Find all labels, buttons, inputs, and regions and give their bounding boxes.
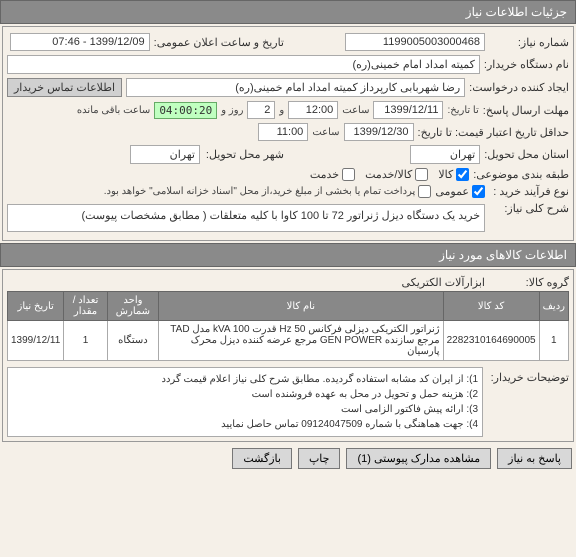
group-value: ابزارآلات الکتریکی (402, 276, 485, 289)
category-goods-input[interactable] (456, 168, 469, 181)
countdown-timer: 04:00:20 (154, 102, 217, 119)
price-validity-date-field: 1399/12/30 (344, 123, 414, 141)
delivery-city-field: تهران (130, 145, 200, 164)
need-number-label: شماره نیاز: (489, 36, 569, 49)
creator-field: رضا شهربابی کارپرداز کمیته امداد امام خم… (126, 78, 465, 97)
announce-field: 1399/12/09 - 07:46 (10, 33, 150, 51)
items-header: اطلاعات کالاهای مورد نیاز (0, 243, 576, 267)
process-public-input[interactable] (472, 185, 485, 198)
process-note-input[interactable] (418, 185, 431, 198)
cell-code: 2282310164690005 (443, 321, 539, 361)
buyer-notes-label: توضیحات خریدار: (489, 367, 569, 384)
timer-after-label: ساعت باقی مانده (77, 105, 150, 116)
back-button[interactable]: بازگشت (232, 448, 292, 469)
note-line: 3): ارائه پیش فاکتور الزامی است (12, 402, 478, 417)
process-public-checkbox[interactable]: عمومی (435, 185, 485, 198)
deadline-hour-field: 12:00 (288, 101, 338, 119)
category-label: طبقه بندی موضوعی: (473, 168, 569, 181)
items-section: گروه کالا: ابزارآلات الکتریکی ردیف کد کا… (2, 269, 574, 442)
items-header-title: اطلاعات کالاهای مورد نیاز (439, 248, 567, 262)
col-date: تاریخ نیاز (8, 292, 64, 321)
desc-field: خرید یک دستگاه دیزل ژنراتور 72 تا 100 کا… (7, 204, 485, 232)
col-qty: تعداد / مقدار (64, 292, 107, 321)
desc-label: شرح کلی نیاز: (489, 202, 569, 215)
delivery-province-field: تهران (410, 145, 480, 164)
category-goods-service-input[interactable] (415, 168, 428, 181)
days-after-label: روز و (221, 105, 243, 116)
creator-label: ایجاد کننده درخواست: (469, 81, 569, 94)
col-row: ردیف (539, 292, 568, 321)
need-info-section: شماره نیاز: 1199005003000468 تاریخ و ساع… (2, 26, 574, 241)
cell-row: 1 (539, 321, 568, 361)
days-sep: و (279, 105, 284, 116)
category-goods-service-checkbox[interactable]: کالا/خدمت (365, 168, 428, 181)
group-label: گروه کالا: (489, 276, 569, 289)
price-validity-hour-field: 11:00 (258, 123, 308, 141)
cell-date: 1399/12/11 (8, 321, 64, 361)
cell-qty: 1 (64, 321, 107, 361)
need-number-field: 1199005003000468 (345, 33, 485, 51)
delivery-province-label: استان محل تحویل: (484, 148, 569, 161)
process-label: نوع فرآیند خرید : (489, 185, 569, 198)
button-bar: پاسخ به نیاز مشاهده مدارک پیوستی (1) چاپ… (0, 444, 576, 473)
category-service-input[interactable] (342, 168, 355, 181)
deadline-to-label: تا تاریخ: (447, 105, 478, 116)
note-line: 4): جهت هماهنگی با شماره 09124047509 تما… (12, 417, 478, 432)
buyer-org-label: نام دستگاه خریدار: (484, 58, 569, 71)
buyer-org-field: کمیته امداد امام خمینی(ره) (7, 55, 480, 74)
items-table: ردیف کد کالا نام کالا واحد شمارش تعداد /… (7, 291, 569, 361)
reply-button[interactable]: پاسخ به نیاز (497, 448, 572, 469)
cell-unit: دستگاه (107, 321, 158, 361)
category-service-checkbox[interactable]: خدمت (310, 168, 355, 181)
price-validity-hour-label: ساعت (312, 127, 339, 138)
deadline-hour-label: ساعت (342, 105, 369, 116)
col-name: نام کالا (159, 292, 444, 321)
days-field: 2 (247, 101, 275, 119)
table-row: 1 2282310164690005 ژنراتور الکتریکی دیزل… (8, 321, 569, 361)
print-button[interactable]: چاپ (298, 448, 341, 469)
category-checkboxes: کالا کالا/خدمت خدمت (310, 168, 469, 181)
process-note-checkbox[interactable]: پرداخت تمام یا بخشی از مبلغ خرید،از محل … (104, 185, 432, 198)
announce-label: تاریخ و ساعت اعلان عمومی: (154, 36, 284, 49)
deadline-label: مهلت ارسال پاسخ: (483, 104, 569, 117)
note-line: 1): از ایران کد مشابه استفاده گردیده. مط… (12, 372, 478, 387)
note-line: 2): هزینه حمل و تحویل در محل به عهده فرو… (12, 387, 478, 402)
price-validity-label: حداقل تاریخ اعتبار قیمت: تا تاریخ: (418, 126, 569, 139)
col-unit: واحد شمارش (107, 292, 158, 321)
category-goods-checkbox[interactable]: کالا (438, 168, 469, 181)
process-note: پرداخت تمام یا بخشی از مبلغ خرید،از محل … (104, 186, 416, 197)
delivery-city-label: شهر محل تحویل: (204, 148, 284, 161)
page-title: جزئیات اطلاعات نیاز (466, 5, 567, 19)
buyer-notes-box: 1): از ایران کد مشابه استفاده گردیده. مط… (7, 367, 483, 437)
col-code: کد کالا (443, 292, 539, 321)
buyer-contact-button[interactable]: اطلاعات تماس خریدار (7, 78, 122, 97)
attachments-button[interactable]: مشاهده مدارک پیوستی (1) (346, 448, 491, 469)
cell-name: ژنراتور الکتریکی دیزلی فرکانس Hz 50 قدرت… (159, 321, 444, 361)
page-header: جزئیات اطلاعات نیاز (0, 0, 576, 24)
deadline-date-field: 1399/12/11 (373, 101, 443, 119)
